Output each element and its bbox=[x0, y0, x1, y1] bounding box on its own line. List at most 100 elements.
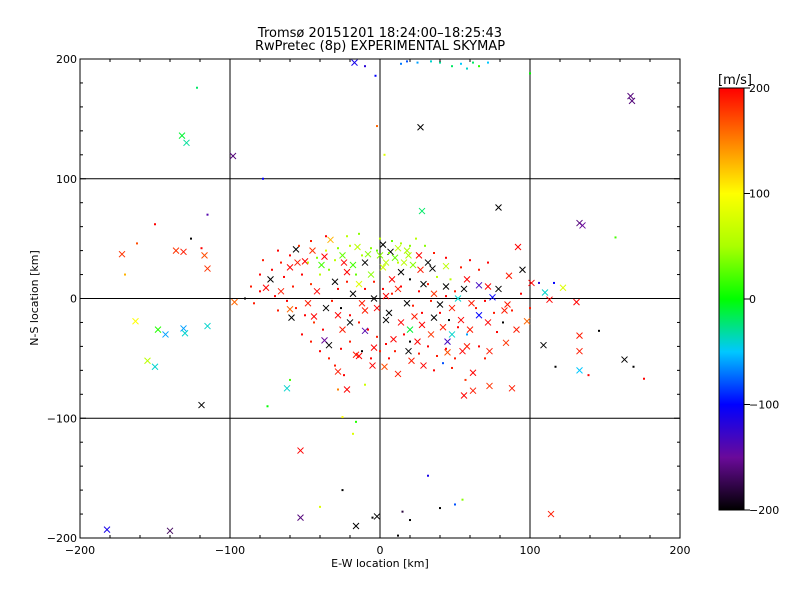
data-point-dot bbox=[289, 378, 291, 381]
data-point-cross bbox=[420, 362, 427, 369]
data-point-dot bbox=[385, 343, 387, 346]
data-point-cross bbox=[144, 357, 151, 365]
data-point-dot bbox=[433, 369, 435, 372]
data-point-cross bbox=[427, 331, 435, 338]
data-point-cross bbox=[502, 339, 510, 347]
data-point-dot bbox=[454, 290, 456, 293]
data-point-dot bbox=[406, 60, 408, 63]
data-point-cross bbox=[339, 252, 346, 259]
data-point-cross bbox=[501, 307, 508, 314]
data-point-dot bbox=[388, 357, 390, 360]
data-point-dot bbox=[361, 254, 363, 257]
data-point-dot bbox=[400, 242, 402, 245]
data-point-dot bbox=[427, 474, 429, 477]
data-point-dot bbox=[460, 266, 462, 269]
data-point-cross bbox=[486, 347, 493, 355]
data-point-cross bbox=[523, 317, 531, 325]
y-tick-label: 0 bbox=[70, 293, 77, 306]
x-tick-label: 0 bbox=[377, 544, 384, 557]
data-point-cross bbox=[304, 299, 312, 307]
data-point-dot bbox=[346, 235, 348, 238]
data-point-dot bbox=[280, 261, 282, 264]
data-point-dot bbox=[472, 61, 474, 64]
data-point-dot bbox=[391, 240, 393, 243]
data-point-dot bbox=[358, 321, 360, 324]
data-point-cross bbox=[448, 304, 456, 312]
data-point-cross bbox=[403, 247, 411, 254]
data-point-cross bbox=[390, 335, 397, 343]
data-point-dot bbox=[496, 331, 498, 334]
data-point-cross bbox=[546, 296, 553, 304]
data-point-dot bbox=[430, 60, 432, 63]
data-point-cross bbox=[201, 252, 208, 259]
data-point-cross bbox=[420, 280, 427, 288]
data-point-dot bbox=[448, 319, 450, 322]
data-point-cross bbox=[460, 285, 468, 293]
data-point-dot bbox=[460, 62, 462, 65]
data-point-cross bbox=[367, 271, 375, 278]
data-point-dot bbox=[553, 281, 555, 284]
data-point-dot bbox=[337, 247, 339, 250]
data-point-dot bbox=[493, 311, 495, 314]
data-point-cross bbox=[166, 527, 174, 535]
data-point-cross bbox=[325, 341, 333, 349]
data-point-dot bbox=[376, 335, 378, 338]
data-point-dot bbox=[382, 287, 384, 290]
data-point-dot bbox=[283, 275, 285, 278]
data-point-dot bbox=[349, 244, 351, 247]
data-point-cross bbox=[394, 244, 402, 252]
data-point-dot bbox=[136, 242, 138, 245]
data-point-cross bbox=[579, 222, 586, 229]
data-point-dot bbox=[430, 299, 432, 302]
data-point-cross bbox=[361, 307, 369, 314]
data-point-cross bbox=[388, 275, 396, 283]
data-point-dot bbox=[502, 321, 504, 324]
data-point-cross bbox=[343, 268, 351, 276]
data-point-dot bbox=[439, 507, 441, 510]
chart-title: Tromsø 20151201 18:24:00–18:25:43 bbox=[257, 26, 502, 41]
data-point-cross bbox=[318, 261, 325, 269]
data-point-dot bbox=[391, 292, 393, 295]
data-point-cross bbox=[322, 304, 330, 312]
data-point-dot bbox=[466, 333, 468, 336]
data-point-cross bbox=[418, 207, 426, 215]
data-point-cross bbox=[354, 243, 361, 251]
data-point-dot bbox=[307, 261, 309, 264]
data-point-dot bbox=[416, 61, 419, 64]
data-point-dot bbox=[376, 125, 378, 128]
data-point-dot bbox=[341, 416, 344, 419]
data-point-cross bbox=[495, 204, 502, 211]
data-point-cross bbox=[576, 347, 583, 355]
data-point-dot bbox=[487, 261, 489, 264]
data-point-cross bbox=[484, 283, 492, 290]
data-point-dot bbox=[397, 261, 399, 264]
data-point-cross bbox=[321, 253, 328, 260]
data-point-cross bbox=[313, 287, 321, 295]
data-point-dot bbox=[319, 505, 321, 508]
data-point-cross bbox=[463, 343, 471, 350]
data-point-cross bbox=[339, 326, 346, 333]
data-point-dot bbox=[554, 365, 557, 368]
data-point-dot bbox=[538, 281, 540, 284]
y-tick-label: −100 bbox=[47, 412, 77, 425]
colorbar-tick-label: 100 bbox=[749, 188, 770, 201]
data-point-cross bbox=[391, 254, 399, 262]
data-point-dot bbox=[364, 287, 366, 290]
data-point-cross bbox=[475, 311, 483, 319]
data-point-dot bbox=[451, 366, 453, 369]
data-point-dot bbox=[206, 213, 209, 216]
data-point-dot bbox=[301, 333, 303, 336]
data-point-cross bbox=[508, 384, 516, 392]
data-point-cross bbox=[430, 314, 438, 322]
data-point-dot bbox=[200, 247, 203, 250]
data-point-dot bbox=[259, 273, 261, 276]
y-tick-label: 200 bbox=[56, 53, 77, 66]
data-point-dot bbox=[394, 350, 396, 353]
data-point-dot bbox=[409, 278, 411, 281]
data-point-cross bbox=[400, 259, 408, 266]
data-point-cross bbox=[469, 387, 477, 395]
x-tick-label: −100 bbox=[215, 544, 245, 557]
data-point-dot bbox=[337, 388, 339, 391]
data-point-cross bbox=[346, 319, 354, 326]
